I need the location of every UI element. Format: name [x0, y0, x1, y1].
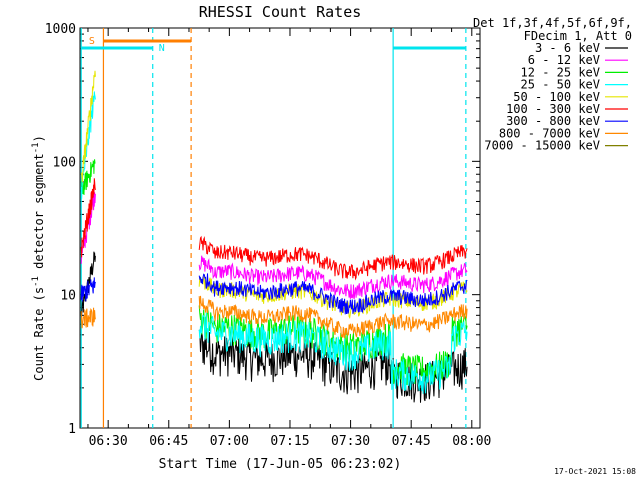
series-main-segment [198, 255, 468, 300]
series-early-segment [80, 91, 96, 200]
y-axis-label-exp1: -1 [31, 276, 41, 287]
series-300-800keV [80, 273, 468, 315]
legend-entry-label: 12 - 25 keV [521, 65, 600, 79]
y-axis-label-part3: ) [32, 135, 46, 142]
south-marker-label: S [89, 36, 95, 47]
legend-entry-label: 3 - 6 keV [535, 41, 600, 55]
x-axis-label: Start Time (17-Jun-05 06:23:02) [159, 457, 402, 472]
x-tick-label: 07:00 [210, 434, 249, 449]
legend-header-line1: Det 1f,3f,4f,5f,6f,9f, [473, 16, 632, 30]
series-main-segment [198, 273, 468, 315]
legend-entry-label: 25 - 50 keV [521, 78, 600, 92]
y-tick-label: 1000 [45, 22, 76, 37]
legend-entry-label: 7000 - 15000 keV [484, 139, 600, 153]
legend-entry-label: 50 - 100 keV [513, 90, 600, 104]
series-early-segment [80, 277, 96, 302]
y-axis-label-part2: detector segment [32, 153, 46, 276]
north-marker-label: N [159, 43, 165, 54]
chart-title: RHESSI Count Rates [199, 3, 362, 21]
plot-area: 1 10 100 1000 06:30 06:45 07:00 07:15 07:30 07:45… [45, 22, 492, 449]
series-early-segment [80, 178, 96, 258]
series-early-segment [80, 251, 96, 318]
legend-entry-label: 300 - 800 keV [506, 114, 600, 128]
axes-frame [79, 27, 481, 429]
x-tick-label: 06:30 [89, 434, 128, 449]
y-tick-label: 10 [60, 289, 76, 304]
legend-entry-label: 800 - 7000 keV [499, 126, 600, 140]
y-tick-label: 1 [68, 422, 76, 437]
y-tick-label: 100 [53, 155, 76, 170]
x-tick-label: 07:30 [331, 434, 370, 449]
series-early-segment [80, 70, 96, 183]
plot-date-annotation: 17-Oct-2021 15:08 [554, 467, 636, 476]
legend-entry-label: 100 - 300 keV [506, 102, 600, 116]
series-main-segment [198, 295, 468, 339]
x-tick-label: 08:00 [452, 434, 491, 449]
series-800-7000keV [80, 295, 468, 339]
legend: Det 1f,3f,4f,5f,6f,9f, FDecim 1, Att 0 3… [473, 16, 632, 153]
series-main-segment [198, 235, 468, 281]
y-axis-label-part1: Count Rate (s [32, 287, 46, 381]
series-early-segment [81, 159, 96, 196]
x-tick-label: 06:45 [149, 434, 188, 449]
y-axis-label-exp2: -1 [31, 142, 41, 153]
series-main-segment [198, 312, 468, 394]
series-early-segment [80, 307, 96, 329]
series-25-50keV [80, 91, 468, 394]
legend-header-line2: FDecim 1, Att 0 [524, 29, 632, 43]
y-axis-label: Count Rate (s-1 detector segment-1) [31, 135, 46, 381]
legend-entry-label: 6 - 12 keV [528, 53, 600, 67]
series-100-300keV [80, 178, 468, 281]
x-tick-label: 07:45 [392, 434, 431, 449]
x-tick-label: 07:15 [270, 434, 309, 449]
